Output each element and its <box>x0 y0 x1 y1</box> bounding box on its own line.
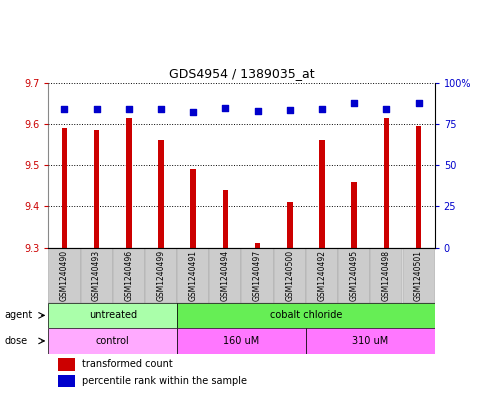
Text: transformed count: transformed count <box>82 359 173 369</box>
Bar <box>48 303 177 328</box>
Point <box>415 99 423 106</box>
Bar <box>48 328 177 354</box>
Text: 310 uM: 310 uM <box>352 336 388 346</box>
Point <box>125 106 133 112</box>
Text: GSM1240500: GSM1240500 <box>285 250 294 301</box>
Bar <box>145 248 177 303</box>
Text: GSM1240492: GSM1240492 <box>317 250 327 301</box>
Bar <box>61 128 67 248</box>
Text: GSM1240498: GSM1240498 <box>382 250 391 301</box>
Text: GSM1240494: GSM1240494 <box>221 250 230 301</box>
Bar <box>58 358 75 371</box>
Bar <box>306 328 435 354</box>
Point <box>157 106 165 112</box>
Bar <box>402 248 435 303</box>
Text: percentile rank within the sample: percentile rank within the sample <box>82 376 247 386</box>
Text: agent: agent <box>5 310 33 320</box>
Text: control: control <box>96 336 129 346</box>
Title: GDS4954 / 1389035_at: GDS4954 / 1389035_at <box>169 67 314 80</box>
Bar <box>255 244 260 248</box>
Bar <box>319 140 325 248</box>
Bar <box>190 169 196 248</box>
Text: GSM1240490: GSM1240490 <box>60 250 69 301</box>
Bar <box>384 118 389 248</box>
Text: GSM1240496: GSM1240496 <box>124 250 133 301</box>
Bar <box>274 248 306 303</box>
Bar <box>223 190 228 248</box>
Text: GSM1240497: GSM1240497 <box>253 250 262 301</box>
Bar <box>58 375 75 387</box>
Text: GSM1240501: GSM1240501 <box>414 250 423 301</box>
Text: GSM1240491: GSM1240491 <box>189 250 198 301</box>
Text: cobalt chloride: cobalt chloride <box>270 310 342 320</box>
Bar <box>126 118 132 248</box>
Bar <box>48 248 81 303</box>
Text: GSM1240499: GSM1240499 <box>156 250 166 301</box>
Bar <box>242 248 274 303</box>
Point <box>222 105 229 111</box>
Point <box>350 100 358 106</box>
Bar <box>306 248 338 303</box>
Point <box>189 109 197 116</box>
Bar <box>113 248 145 303</box>
Bar <box>338 248 370 303</box>
Bar <box>177 328 306 354</box>
Point <box>254 107 261 114</box>
Point <box>318 106 326 112</box>
Bar <box>287 202 293 248</box>
Text: GSM1240493: GSM1240493 <box>92 250 101 301</box>
Text: GSM1240495: GSM1240495 <box>350 250 359 301</box>
Bar <box>81 248 113 303</box>
Bar <box>177 248 209 303</box>
Text: untreated: untreated <box>89 310 137 320</box>
Bar <box>158 140 164 248</box>
Bar <box>209 248 242 303</box>
Point <box>60 106 68 112</box>
Point <box>383 106 390 112</box>
Point <box>93 106 100 112</box>
Bar <box>416 126 422 248</box>
Point <box>286 107 294 113</box>
Text: 160 uM: 160 uM <box>223 336 260 346</box>
Bar <box>177 303 435 328</box>
Bar <box>351 182 357 248</box>
Text: dose: dose <box>5 336 28 346</box>
Bar <box>94 130 99 248</box>
Bar <box>370 248 402 303</box>
